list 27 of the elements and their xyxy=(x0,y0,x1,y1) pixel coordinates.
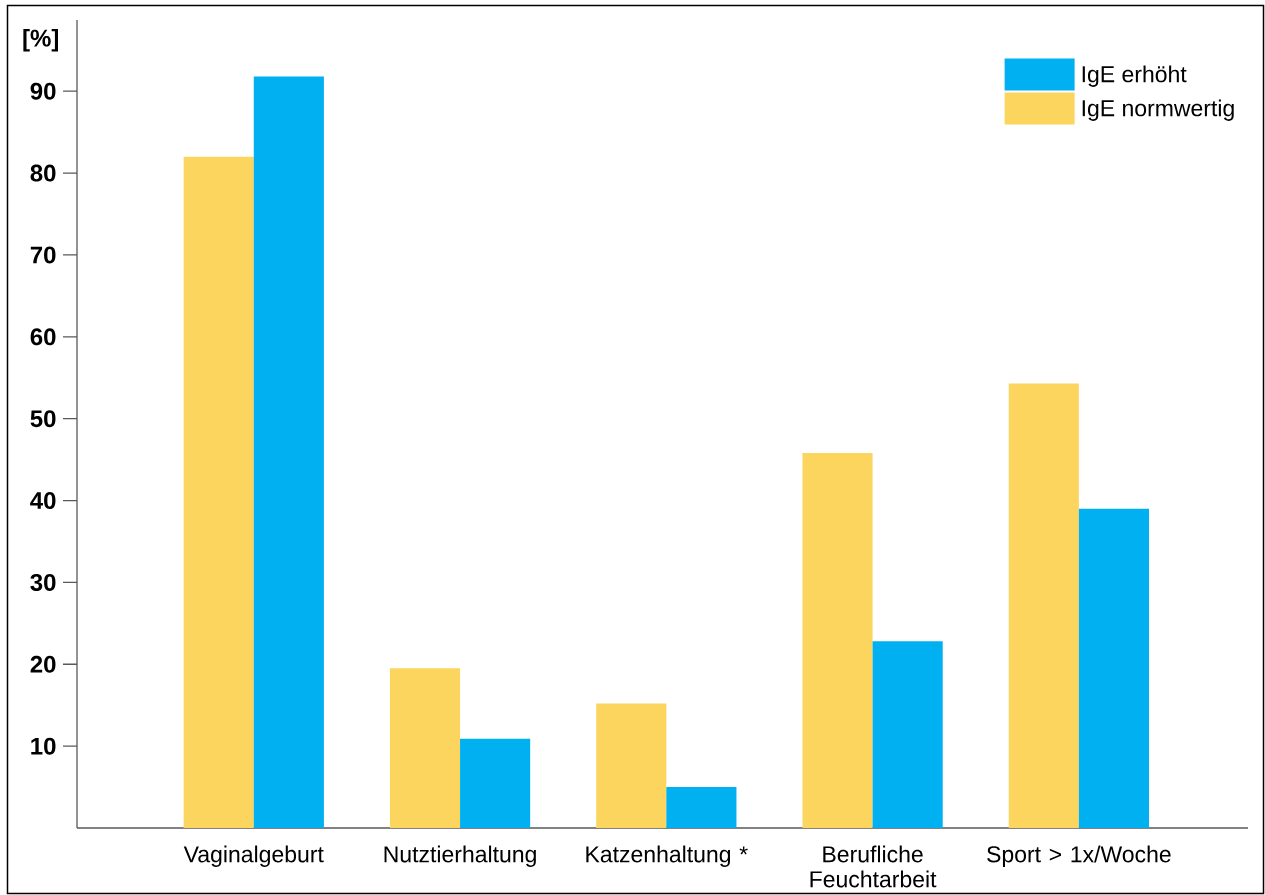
y-tick-label: 50 xyxy=(30,410,56,428)
x-tick-label: Vaginalgeburt xyxy=(183,845,324,867)
y-tick-label: 40 xyxy=(30,492,56,510)
bar xyxy=(1078,508,1149,828)
y-tick-label: 80 xyxy=(30,164,56,182)
bar xyxy=(802,453,873,828)
y-tick-label: 90 xyxy=(30,82,56,100)
bar xyxy=(389,668,461,828)
y-tick-label: 20 xyxy=(30,655,56,673)
bar xyxy=(596,703,667,828)
bar xyxy=(460,738,531,828)
y-axis-title: [%] xyxy=(23,29,59,52)
legend-label: IgE normwertig xyxy=(1082,99,1234,121)
bar xyxy=(1008,383,1079,828)
y-tick-label: 70 xyxy=(30,246,56,264)
y-tick-label: 30 xyxy=(30,573,56,591)
x-tick-label: Katzenhaltung * xyxy=(586,845,748,867)
bar xyxy=(253,76,324,828)
x-tick-label: Berufliche Feuchtarbeit xyxy=(810,845,937,888)
y-tick-label: 60 xyxy=(30,328,56,346)
x-tick-label: Nutztierhaltung xyxy=(384,845,536,867)
bar xyxy=(666,787,737,828)
y-tick-label: 10 xyxy=(31,737,56,755)
x-tick-label: Sport > 1x/Woche xyxy=(987,845,1171,867)
bar xyxy=(872,641,943,828)
bar xyxy=(183,156,254,828)
legend-label: IgE erhöht xyxy=(1082,65,1187,87)
